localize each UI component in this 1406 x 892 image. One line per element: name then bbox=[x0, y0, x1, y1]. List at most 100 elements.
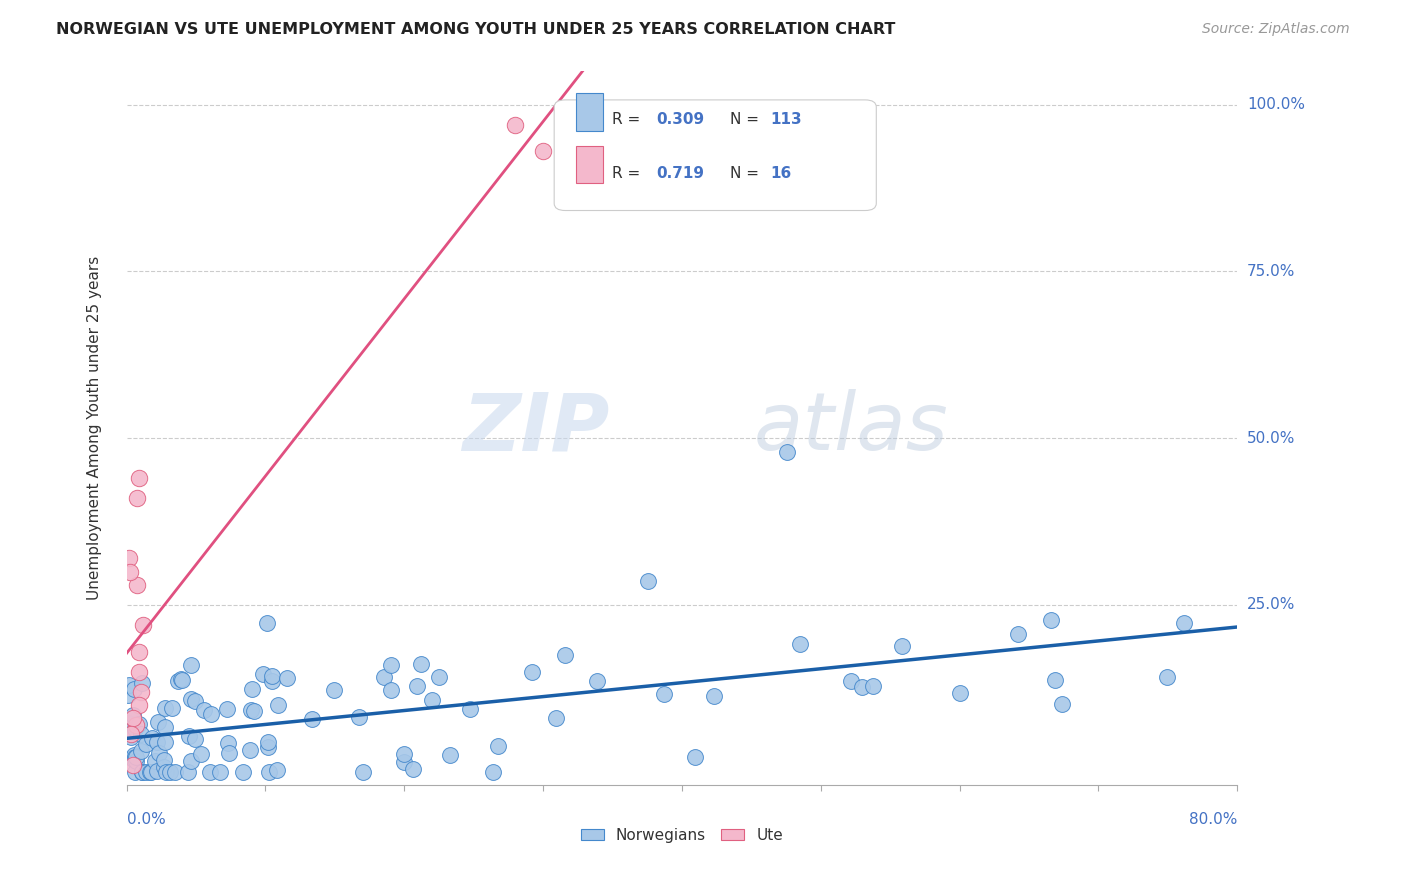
Point bbox=[267, 698, 290, 712]
Point bbox=[159, 764, 181, 779]
Point bbox=[117, 716, 139, 731]
Point bbox=[239, 742, 262, 756]
Point bbox=[184, 731, 207, 746]
Point bbox=[124, 764, 146, 779]
Point bbox=[131, 684, 153, 698]
Point bbox=[482, 764, 505, 779]
Point bbox=[1039, 613, 1062, 627]
Point bbox=[949, 685, 972, 699]
Point bbox=[217, 736, 239, 750]
Point bbox=[139, 764, 162, 779]
Text: N =: N = bbox=[730, 166, 763, 180]
Point bbox=[240, 703, 263, 717]
Text: 0.719: 0.719 bbox=[657, 166, 704, 180]
Point bbox=[128, 471, 150, 485]
Point bbox=[789, 637, 811, 651]
Point bbox=[1156, 670, 1178, 684]
Point bbox=[301, 712, 323, 726]
Y-axis label: Unemployment Among Youth under 25 years: Unemployment Among Youth under 25 years bbox=[87, 256, 103, 600]
Point bbox=[585, 673, 607, 688]
Point bbox=[531, 145, 554, 159]
Point bbox=[373, 670, 395, 684]
Point bbox=[153, 735, 176, 749]
Point bbox=[122, 753, 145, 767]
Point bbox=[180, 658, 202, 673]
Point bbox=[131, 764, 153, 779]
Point bbox=[839, 673, 862, 688]
Point bbox=[153, 759, 176, 773]
Point bbox=[392, 756, 415, 770]
Text: 0.309: 0.309 bbox=[657, 112, 704, 127]
Point bbox=[862, 679, 884, 693]
Point bbox=[129, 744, 152, 758]
Point bbox=[131, 764, 153, 779]
Point bbox=[411, 657, 433, 672]
Point bbox=[232, 764, 254, 779]
Text: N =: N = bbox=[730, 112, 763, 127]
Point bbox=[124, 723, 146, 737]
Point bbox=[402, 762, 425, 776]
Point bbox=[652, 687, 675, 701]
Point bbox=[146, 714, 169, 729]
Text: 113: 113 bbox=[770, 112, 803, 127]
Point bbox=[148, 747, 170, 761]
Text: 0.0%: 0.0% bbox=[127, 812, 166, 827]
Point bbox=[121, 751, 143, 765]
Point bbox=[486, 739, 509, 754]
Point bbox=[703, 689, 725, 703]
Point bbox=[180, 692, 202, 706]
Point bbox=[240, 681, 263, 696]
Point bbox=[139, 764, 162, 779]
Point bbox=[776, 444, 799, 458]
Point bbox=[323, 683, 346, 698]
Point bbox=[200, 707, 222, 722]
Point bbox=[176, 764, 198, 779]
Point bbox=[160, 700, 183, 714]
Point bbox=[117, 688, 139, 702]
Point bbox=[1043, 673, 1066, 687]
Text: 75.0%: 75.0% bbox=[1247, 264, 1295, 279]
Point bbox=[276, 671, 298, 685]
Point bbox=[683, 749, 706, 764]
Point bbox=[1052, 697, 1074, 711]
Point bbox=[122, 711, 145, 725]
Point bbox=[190, 747, 212, 762]
Point bbox=[118, 678, 141, 692]
Text: 80.0%: 80.0% bbox=[1189, 812, 1237, 827]
Point bbox=[143, 754, 166, 768]
Point bbox=[163, 764, 186, 779]
Point bbox=[117, 726, 139, 740]
Point bbox=[252, 667, 274, 681]
Point bbox=[125, 749, 148, 764]
Point bbox=[128, 717, 150, 731]
Point bbox=[120, 730, 142, 744]
Point bbox=[193, 703, 215, 717]
Point bbox=[125, 491, 148, 506]
Text: ZIP: ZIP bbox=[463, 389, 610, 467]
Point bbox=[128, 644, 150, 658]
Point bbox=[132, 618, 155, 632]
Point bbox=[522, 665, 544, 679]
Point bbox=[458, 702, 481, 716]
Text: 25.0%: 25.0% bbox=[1247, 598, 1295, 613]
Point bbox=[352, 764, 374, 779]
Bar bbox=[576, 146, 603, 184]
Bar bbox=[576, 94, 603, 130]
Point bbox=[1007, 627, 1029, 641]
Point bbox=[259, 764, 281, 779]
Point bbox=[124, 681, 146, 696]
Point bbox=[153, 720, 176, 734]
Point bbox=[554, 648, 576, 662]
Point bbox=[128, 698, 150, 712]
Text: R =: R = bbox=[612, 166, 645, 180]
Point bbox=[129, 727, 152, 741]
Point bbox=[1173, 615, 1195, 630]
Point bbox=[122, 758, 145, 772]
Point bbox=[256, 615, 278, 630]
Point bbox=[256, 734, 278, 748]
Text: 100.0%: 100.0% bbox=[1247, 97, 1305, 112]
Text: 16: 16 bbox=[770, 166, 792, 180]
Point bbox=[392, 747, 415, 761]
Point bbox=[153, 753, 176, 767]
Point bbox=[256, 739, 278, 754]
